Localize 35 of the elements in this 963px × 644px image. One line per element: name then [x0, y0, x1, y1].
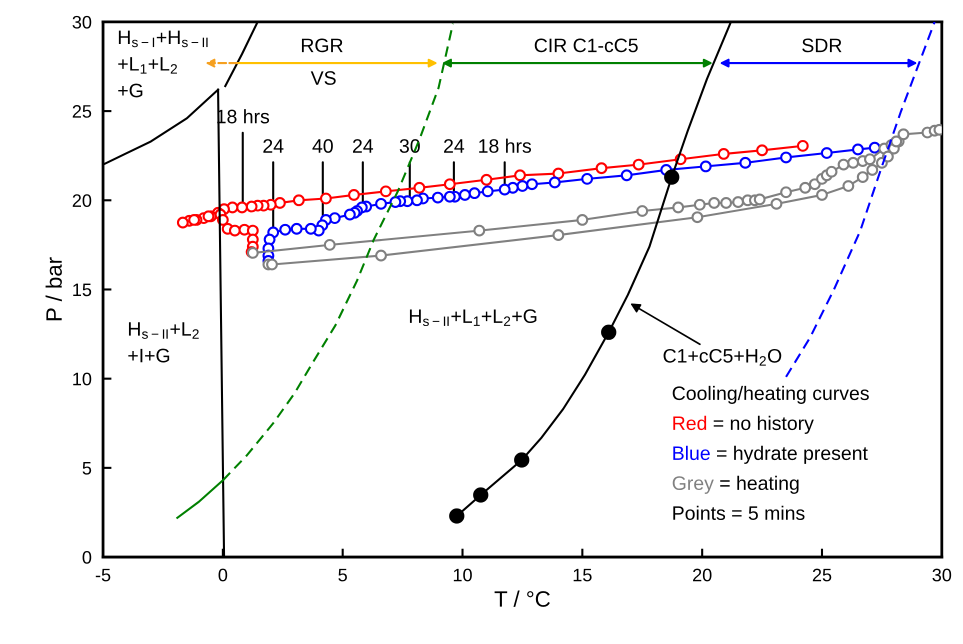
annotation: VS [310, 71, 336, 85]
x-tick-label: 15 [574, 568, 592, 582]
x-tick-label: 5 [338, 568, 347, 582]
y-tick-label: 20 [72, 194, 92, 208]
annotation: SDR [802, 38, 842, 52]
annotation: CIR C1-cC5 [534, 38, 638, 52]
text: H$_{s−II}$+L$_{2}$ +I+G [128, 322, 199, 362]
annotation: Grey = heating [672, 476, 799, 494]
y-tick-label: 5 [82, 462, 92, 475]
annotation: RGR [302, 38, 343, 52]
y-axis-title: P / bar [46, 257, 62, 320]
annotation: Blue = hydrate present [673, 446, 868, 464]
annotation: H$_{s−II}$+L$_{1}$+L$_{2}$+G [410, 309, 536, 326]
x-tick-label: 20 [693, 568, 712, 582]
annotation: 18 hrs [479, 138, 532, 153]
x-axis-title: T / °C [494, 590, 550, 607]
annotation: Cooling/heating curves [672, 386, 869, 404]
annotation: Red = no history [673, 416, 814, 434]
y-tick-label: 25 [72, 105, 92, 118]
y-tick-label: 15 [73, 284, 92, 296]
y-tick-label: 10 [73, 372, 92, 386]
annotation: Points = 5 mins [673, 506, 804, 520]
annotation: 24 [263, 139, 284, 153]
x-tick-label: 0 [218, 568, 228, 582]
y-tick-label: 0 [82, 550, 92, 564]
x-tick-label: -5 [96, 568, 110, 582]
annotation: 24 [352, 139, 374, 153]
text: H$_{s−I}$+H$_{s−II}$ +L$_{1}$+L$_{2}$ +G [118, 30, 208, 98]
annotation: C1+cC5+H$_{2}$O [664, 348, 782, 366]
y-tick-label: 30 [72, 16, 92, 29]
annotation: 24 [444, 139, 464, 153]
annotation: 40 [312, 139, 333, 153]
x-tick-label: 10 [454, 568, 472, 582]
x-tick-label: 25 [812, 568, 832, 582]
x-tick-label: 30 [932, 568, 952, 582]
